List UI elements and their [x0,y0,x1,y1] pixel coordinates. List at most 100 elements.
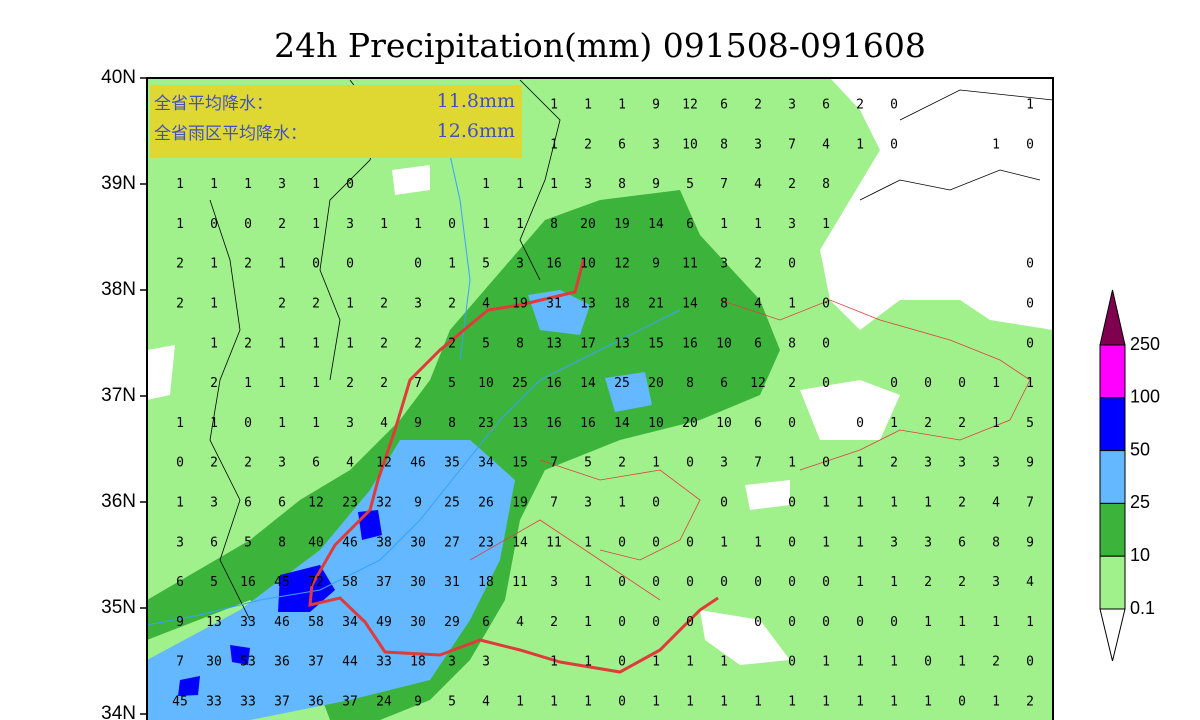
station-value: 2 [278,217,286,232]
station-value: 1 [550,177,558,192]
station-value: 10 [716,416,732,431]
station-value: 0 [1026,655,1034,670]
station-value: 1 [618,98,626,113]
station-value: 0 [788,615,796,630]
station-value: 37 [376,575,392,590]
station-value: 1 [856,695,864,710]
legend-label: 25 [1130,492,1150,512]
legend-swatch [1099,397,1126,452]
station-value: 3 [924,456,932,471]
station-value: 8 [516,336,524,351]
station-value: 36 [274,655,290,670]
station-value: 1 [992,416,1000,431]
station-value: 18 [614,297,630,312]
station-value: 8 [278,535,286,550]
dry-area [700,610,790,665]
station-value: 1 [890,655,898,670]
station-value: 3 [584,496,592,511]
station-value: 2 [992,655,1000,670]
station-value: 6 [822,98,830,113]
station-value: 1 [652,456,660,471]
station-value: 4 [992,496,1000,511]
station-value: 0 [720,575,728,590]
station-value: 33 [376,655,392,670]
station-value: 1 [788,297,796,312]
storm-shade [528,290,590,335]
station-value: 7 [176,655,184,670]
station-value: 0 [788,575,796,590]
station-value: 1 [924,695,932,710]
station-value: 1 [176,217,184,232]
station-value: 1 [1026,376,1034,391]
station-value: 0 [686,535,694,550]
station-value: 0 [924,655,932,670]
station-value: 2 [924,416,932,431]
station-value: 3 [992,456,1000,471]
station-value: 3 [278,177,286,192]
station-value: 0 [822,456,830,471]
station-value: 9 [414,496,422,511]
station-value: 0 [822,376,830,391]
station-value: 4 [482,297,490,312]
station-value: 1 [584,535,592,550]
station-value: 10 [716,336,732,351]
station-value: 1 [482,177,490,192]
station-value: 14 [614,416,630,431]
station-value: 1 [924,615,932,630]
station-value: 3 [720,257,728,272]
station-value: 0 [414,257,422,272]
legend-cap [1099,289,1126,346]
station-value: 1 [278,257,286,272]
station-value: 3 [754,137,762,152]
station-value: 5 [482,257,490,272]
station-value: 8 [686,376,694,391]
station-value: 33 [240,695,256,710]
station-value: 1 [754,695,762,710]
station-value: 6 [244,496,252,511]
station-value: 1 [686,695,694,710]
station-value: 9 [652,177,660,192]
station-value: 3 [346,217,354,232]
station-value: 1 [856,456,864,471]
station-value: 0 [1026,137,1034,152]
station-value: 13 [206,615,222,630]
station-value: 0 [448,217,456,232]
station-value: 0 [312,257,320,272]
station-value: 7 [550,456,558,471]
station-value: 3 [890,535,898,550]
station-value: 1 [516,695,524,710]
station-value: 4 [822,137,830,152]
station-value: 1 [822,217,830,232]
station-value: 1 [890,575,898,590]
shading [147,78,1053,720]
dry-area [800,380,900,440]
station-value: 0 [822,575,830,590]
station-value: 1 [856,496,864,511]
legend-label: 0.1 [1130,598,1155,618]
station-value: 9 [1026,535,1034,550]
station-value: 29 [444,615,460,630]
station-value: 1 [822,695,830,710]
station-value: 0 [618,535,626,550]
station-value: 1 [312,336,320,351]
station-value: 1 [1026,98,1034,113]
station-value: 1 [244,376,252,391]
station-value: 45 [274,575,290,590]
station-value: 25 [614,376,630,391]
station-value: 1 [210,416,218,431]
legend-swatch [1099,344,1126,399]
station-value: 0 [822,615,830,630]
province-line [719,299,1031,471]
station-value: 1 [210,177,218,192]
station-value: 1 [924,496,932,511]
station-value: 2 [210,456,218,471]
station-value: 1 [278,376,286,391]
station-value: 58 [308,615,324,630]
station-value: 0 [618,575,626,590]
station-value: 3 [550,575,558,590]
station-value: 20 [648,376,664,391]
station-value: 1 [686,655,694,670]
station-value: 0 [652,615,660,630]
station-value: 4 [380,416,388,431]
station-value: 0 [618,615,626,630]
